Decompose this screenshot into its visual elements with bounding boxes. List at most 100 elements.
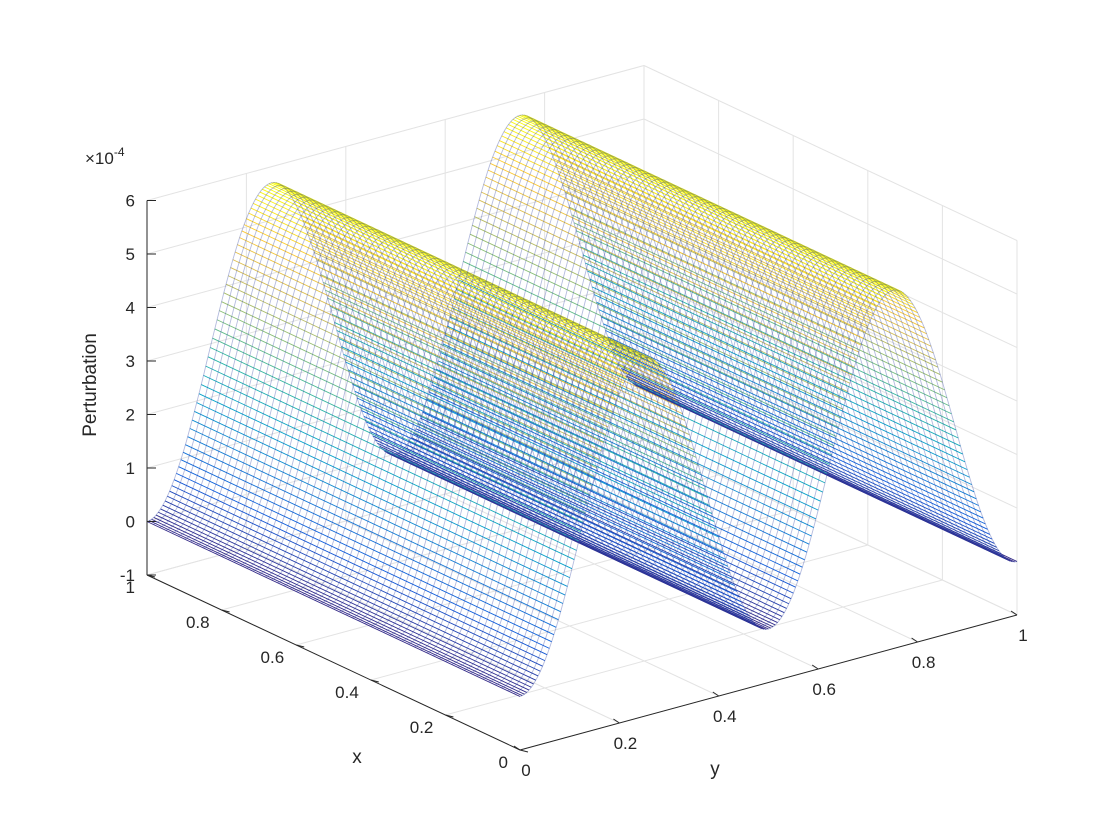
z-tick-label: 1: [126, 459, 135, 478]
mesh-line-x: [481, 191, 855, 368]
mesh-line-x: [384, 450, 758, 627]
mesh-line-y: [153, 117, 651, 525]
y-tick-mark: [712, 691, 720, 697]
mesh-line-x: [494, 150, 869, 327]
mesh-line-x: [386, 452, 760, 628]
mesh-line-x: [596, 301, 970, 478]
mesh-line-y: [463, 263, 962, 671]
mesh-line-x: [230, 267, 604, 443]
mesh-line-x: [241, 230, 616, 407]
mesh-line-x: [483, 184, 857, 360]
mesh-line-x: [203, 374, 577, 551]
surface-mesh: [146, 114, 1018, 697]
mesh-line-x: [580, 246, 954, 423]
mesh-line-x: [338, 338, 713, 514]
mesh-line-x: [198, 393, 573, 570]
mesh-line-y: [171, 126, 669, 534]
mesh-line-y: [345, 207, 843, 616]
mesh-line-x: [553, 158, 927, 335]
mesh-line-x: [356, 397, 731, 574]
mesh-line-x: [300, 214, 674, 391]
mesh-line-x: [517, 115, 891, 292]
y-tick-mark: [513, 745, 521, 751]
mesh-line-x: [634, 384, 1009, 561]
y-tick-label: 0.8: [912, 653, 936, 672]
y-tick-label: 0.4: [713, 707, 737, 726]
mesh-line-x: [316, 259, 690, 436]
mesh-line-x: [632, 382, 1006, 559]
mesh-line-x: [469, 233, 844, 410]
mesh-line-x: [313, 252, 688, 428]
mesh-line-x: [501, 135, 875, 312]
mesh-line-x: [508, 124, 882, 300]
mesh-line-x: [271, 182, 645, 359]
mesh-line-y: [314, 193, 812, 601]
mesh-line-x: [187, 436, 561, 613]
mesh-line-x: [438, 360, 812, 537]
mesh-line-x: [417, 423, 792, 600]
x-tick-label: 1: [126, 578, 135, 597]
mesh-line-x: [191, 419, 566, 596]
mesh-line-x: [153, 517, 527, 693]
mesh-line-x: [257, 194, 631, 371]
grid-line: [146, 332, 645, 469]
mesh-line-y: [494, 277, 993, 686]
mesh-line-x: [219, 310, 593, 487]
mesh-line-y: [439, 251, 937, 660]
mesh-line-x: [185, 444, 559, 621]
mesh-line-x: [431, 384, 805, 561]
mesh-line-x: [555, 164, 930, 341]
mesh-line-x: [413, 433, 787, 609]
mesh-line-y: [370, 219, 868, 627]
mesh-line-x: [180, 459, 555, 636]
mesh-line-y: [327, 199, 825, 607]
mesh-line-x: [304, 225, 679, 402]
mesh-line-x: [359, 404, 733, 580]
mesh-line-x: [327, 297, 701, 474]
mesh-line-x: [246, 218, 620, 395]
mesh-line-x: [189, 428, 564, 604]
mesh-line-x: [273, 182, 647, 358]
mesh-line-x: [361, 410, 735, 586]
mesh-line-x: [158, 511, 532, 688]
mesh-line-x: [607, 336, 982, 513]
z-tick-label: 5: [126, 245, 135, 264]
y-tick-label: 0.6: [812, 680, 836, 699]
mesh-line-y: [308, 190, 806, 598]
mesh-line-y: [302, 187, 800, 595]
mesh-line-y: [376, 222, 875, 630]
grid-line: [445, 579, 943, 716]
mesh-line-x: [323, 281, 697, 458]
mesh-line-x: [623, 371, 997, 548]
x-tick-mark: [370, 679, 379, 683]
mesh-line-x: [363, 415, 738, 592]
y-tick-label: 0: [521, 761, 530, 780]
mesh-line-x: [569, 206, 943, 383]
mesh-line-x: [146, 521, 521, 697]
mesh-line-x: [515, 117, 889, 293]
mesh-line-x: [551, 152, 925, 329]
mesh-line-x: [311, 245, 686, 421]
mesh-line-x: [420, 417, 794, 594]
y-axis-line: [519, 614, 1018, 751]
mesh-line-x: [445, 334, 819, 511]
mesh-line-x: [262, 188, 636, 365]
mesh-line-x: [149, 520, 523, 697]
y-tick-mark: [1010, 610, 1018, 616]
mesh-line-x: [612, 348, 986, 525]
mesh-line-y: [277, 175, 775, 584]
mesh-line-x: [478, 199, 853, 376]
mesh-line-x: [160, 508, 534, 685]
mesh-line-y: [159, 120, 657, 528]
mesh-line-y: [271, 172, 769, 581]
mesh-line-x: [223, 292, 598, 469]
mesh-line-x: [442, 343, 817, 520]
mesh-line-x: [377, 442, 751, 619]
mesh-line-x: [164, 500, 539, 677]
mesh-line-x: [336, 330, 710, 506]
mesh-line-x: [151, 518, 525, 695]
mesh-line-y: [227, 152, 725, 560]
mesh-line-x: [237, 244, 611, 421]
mesh-line-x: [621, 368, 995, 544]
mesh-line-y: [215, 146, 713, 555]
